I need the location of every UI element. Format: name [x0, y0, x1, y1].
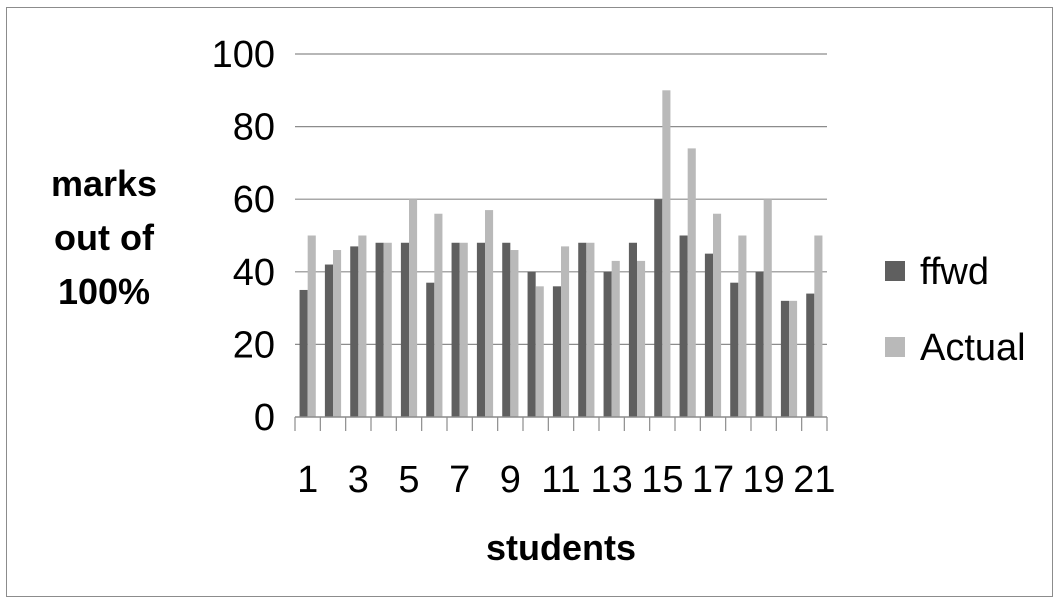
bar-actual-10	[535, 286, 544, 417]
bar-actual-16	[687, 148, 696, 417]
x-tick-label-15: 15	[641, 459, 683, 501]
bar-actual-17	[713, 213, 722, 417]
y-axis-label-line-1: marks	[51, 163, 157, 204]
bar-actual-18	[738, 235, 747, 417]
x-tick-label-7: 7	[449, 459, 470, 501]
legend-label-actual: Actual	[920, 327, 1026, 369]
x-tick-label-21: 21	[793, 459, 835, 501]
y-axis-label-line-3: 100%	[58, 271, 150, 312]
bar-actual-2	[333, 250, 342, 417]
bar-ffwd-8	[476, 242, 485, 417]
bar-ffwd-11	[552, 286, 561, 417]
bar-actual-6	[434, 213, 443, 417]
bar-actual-3	[358, 235, 367, 417]
y-tick-labels: 0 20 40 60 80 100	[212, 34, 275, 439]
bar-actual-20	[789, 300, 798, 417]
y-axis-label-line-2: out of	[54, 217, 155, 258]
legend-label-ffwd: ffwd	[920, 251, 989, 293]
bar-ffwd-3	[350, 246, 359, 417]
bar-ffwd-12	[578, 242, 587, 417]
bar-actual-8	[485, 210, 494, 417]
bar-ffwd-10	[527, 271, 536, 417]
bar-ffwd-9	[502, 242, 511, 417]
bar-ffwd-18	[730, 282, 739, 417]
bar-ffwd-19	[755, 271, 764, 417]
axes	[294, 416, 828, 431]
bar-actual-15	[662, 90, 671, 418]
bar-ffwd-15	[654, 199, 663, 417]
x-tick-label-19: 19	[743, 459, 785, 501]
bar-ffwd-14	[628, 242, 637, 417]
x-tick-label-13: 13	[591, 459, 633, 501]
bar-actual-21	[814, 235, 823, 417]
bar-actual-19	[763, 199, 772, 417]
legend: ffwd Actual	[885, 251, 1026, 369]
x-tick-label-5: 5	[398, 459, 419, 501]
x-tick-label-17: 17	[692, 459, 734, 501]
bar-actual-14	[637, 260, 646, 417]
bar-actual-11	[561, 246, 570, 417]
bars	[299, 90, 823, 418]
x-tick-label-11: 11	[541, 459, 580, 501]
bar-ffwd-7	[451, 242, 460, 417]
bar-ffwd-21	[806, 293, 815, 417]
bar-ffwd-2	[324, 264, 333, 417]
bar-ffwd-6	[426, 282, 435, 417]
bar-ffwd-17	[704, 253, 713, 417]
y-tick-label-20: 20	[233, 324, 275, 366]
bar-ffwd-13	[603, 271, 612, 417]
bar-actual-12	[586, 242, 595, 417]
x-tick-label-1: 1	[297, 459, 318, 501]
bar-ffwd-4	[375, 242, 384, 417]
x-tick-label-3: 3	[348, 459, 369, 501]
bar-ffwd-5	[400, 242, 409, 417]
bar-actual-13	[611, 260, 620, 417]
bar-ffwd-16	[679, 235, 688, 417]
y-tick-label-40: 40	[233, 252, 275, 294]
bar-actual-1	[307, 235, 316, 417]
y-tick-label-100: 100	[212, 34, 275, 76]
x-tick-labels: 1 3 5 7 9 11 13 15 17 19 21	[297, 459, 835, 501]
bar-actual-7	[459, 242, 468, 417]
bar-actual-9	[510, 250, 519, 417]
x-tick-label-9: 9	[500, 459, 521, 501]
bar-actual-4	[383, 242, 392, 417]
legend-swatch-actual	[885, 337, 905, 357]
bar-ffwd-20	[780, 300, 789, 417]
x-axis-label: students	[486, 527, 636, 568]
legend-swatch-ffwd	[885, 261, 905, 281]
bar-ffwd-1	[299, 289, 308, 417]
y-tick-label-0: 0	[254, 397, 275, 439]
y-tick-label-80: 80	[233, 107, 275, 149]
y-tick-label-60: 60	[233, 179, 275, 221]
bar-actual-5	[409, 199, 418, 417]
